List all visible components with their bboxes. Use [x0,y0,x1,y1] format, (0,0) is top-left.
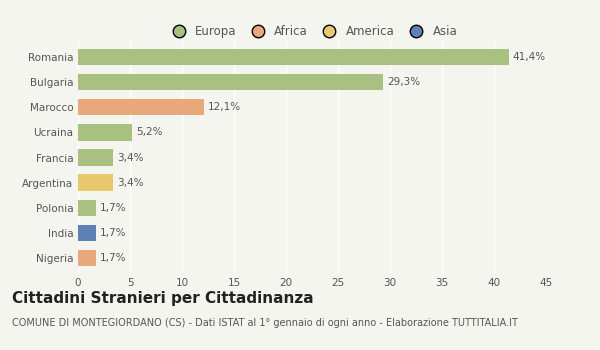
Bar [78,99,204,116]
Text: 5,2%: 5,2% [136,127,163,138]
Legend: Europa, Africa, America, Asia: Europa, Africa, America, Asia [162,20,462,43]
Bar [78,174,113,191]
Text: COMUNE DI MONTEGIORDANO (CS) - Dati ISTAT al 1° gennaio di ogni anno - Elaborazi: COMUNE DI MONTEGIORDANO (CS) - Dati ISTA… [12,318,518,329]
Text: Cittadini Stranieri per Cittadinanza: Cittadini Stranieri per Cittadinanza [12,290,314,306]
Text: 12,1%: 12,1% [208,102,241,112]
Bar [78,124,132,141]
Text: 1,7%: 1,7% [100,203,127,213]
Bar [78,149,113,166]
Bar [78,250,95,266]
Bar [78,74,383,90]
Text: 1,7%: 1,7% [100,228,127,238]
Text: 3,4%: 3,4% [118,177,144,188]
Text: 3,4%: 3,4% [118,153,144,162]
Bar [78,199,95,216]
Text: 1,7%: 1,7% [100,253,127,263]
Text: 29,3%: 29,3% [387,77,420,87]
Bar [78,225,95,241]
Bar [78,49,509,65]
Text: 41,4%: 41,4% [513,52,546,62]
